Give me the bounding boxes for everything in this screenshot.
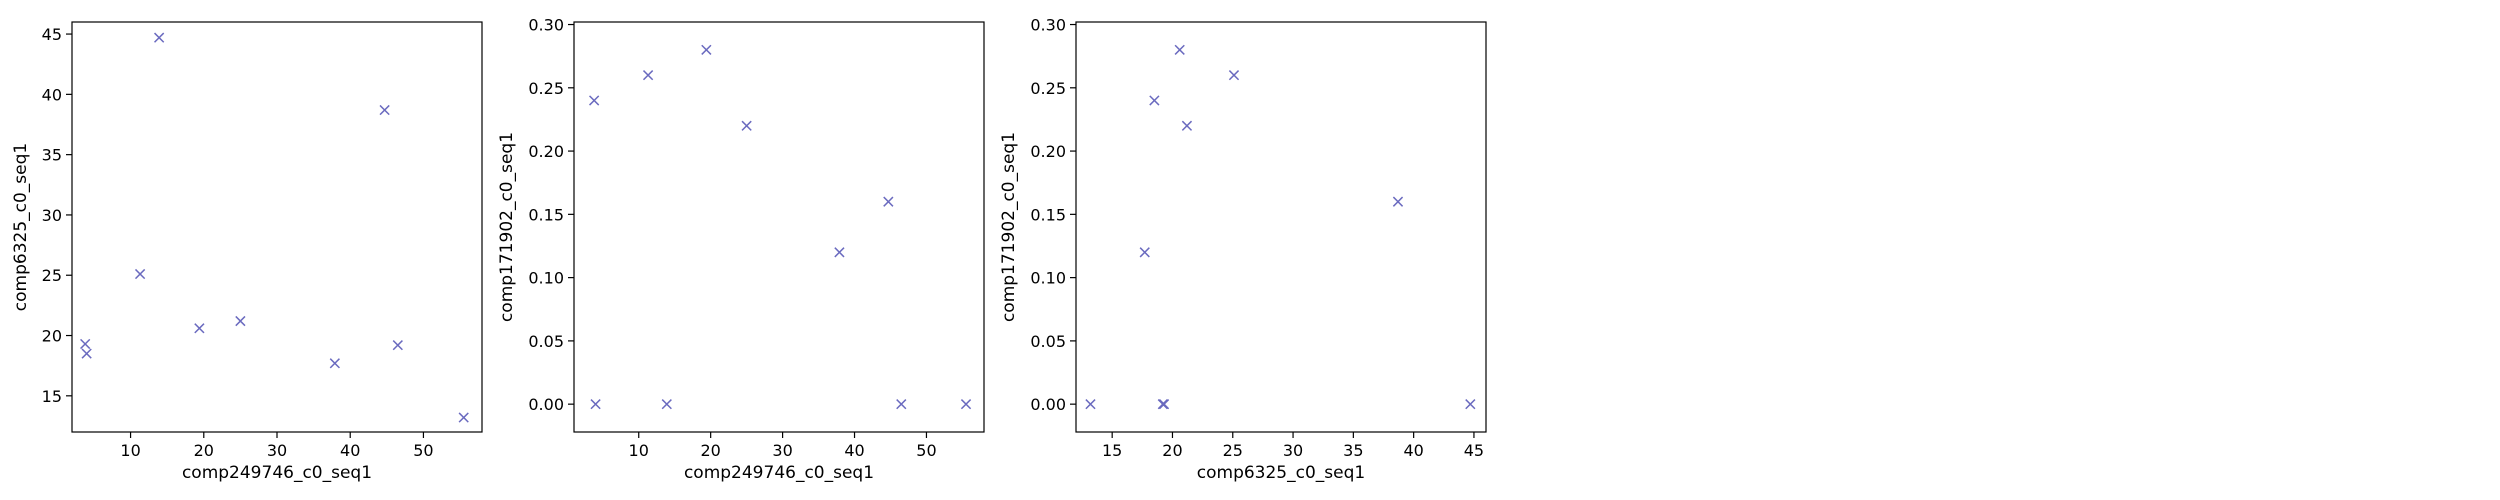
plot-frame	[1075, 21, 1487, 433]
y-tick-label: 0.20	[1030, 142, 1066, 161]
data-point	[589, 95, 600, 106]
data-point	[661, 399, 672, 410]
plot-frame	[573, 21, 985, 433]
x-tick-label: 50	[413, 441, 433, 460]
x-tick-label: 30	[1283, 441, 1303, 460]
x-tick-label: 45	[1464, 441, 1484, 460]
x-tick-label: 15	[1102, 441, 1122, 460]
data-point	[896, 399, 907, 410]
y-tick-label: 15	[42, 387, 62, 406]
data-point	[392, 340, 403, 351]
y-tick-label: 30	[42, 206, 62, 225]
data-point	[81, 348, 92, 359]
data-point	[153, 32, 165, 43]
data-point	[134, 268, 146, 280]
x-tick-label: 50	[916, 441, 936, 460]
y-tick-label: 0.25	[528, 79, 564, 98]
y-axis-label: comp171902_c0_seq1	[999, 132, 1019, 322]
y-tick-label: 0.30	[528, 16, 564, 35]
x-tick-label: 20	[1162, 441, 1182, 460]
data-point	[379, 104, 390, 116]
data-point	[960, 399, 972, 410]
x-tick-label: 10	[120, 441, 140, 460]
data-point	[701, 44, 712, 55]
y-tick-label: 0.30	[1030, 16, 1066, 35]
x-axis-label: comp6325_c0_seq1	[1197, 463, 1365, 483]
y-tick-label: 0.15	[1030, 205, 1066, 224]
data-point	[329, 358, 340, 369]
x-tick-label: 30	[267, 441, 287, 460]
data-point	[458, 412, 469, 423]
data-point	[194, 323, 205, 334]
y-axis-label: comp171902_c0_seq1	[497, 132, 517, 322]
y-tick-label: 0.05	[1030, 332, 1066, 351]
data-point	[741, 120, 752, 131]
y-tick-label: 0.20	[528, 142, 564, 161]
y-tick-label: 0.10	[528, 269, 564, 288]
x-tick-label: 20	[700, 441, 720, 460]
y-tick-label: 20	[42, 327, 62, 346]
scatter-panel-2: 10 20 30 40 50 0.00 0.05 0.10 0.15 0.20 0.25 0.30 co…	[497, 16, 985, 483]
y-tick-label: 35	[42, 146, 62, 165]
data-point	[834, 247, 845, 258]
x-tick-label: 20	[194, 441, 214, 460]
plot-frame	[71, 21, 483, 433]
x-tick-label: 25	[1223, 441, 1243, 460]
y-tick-label: 0.25	[1030, 79, 1066, 98]
y-tick-label: 45	[42, 25, 62, 44]
data-point	[80, 338, 91, 350]
data-point	[235, 315, 246, 327]
y-tick-label: 40	[42, 85, 62, 104]
y-tick-label: 0.05	[528, 332, 564, 351]
data-point	[642, 70, 654, 81]
data-point	[1228, 70, 1240, 81]
data-point	[1085, 399, 1096, 410]
y-axis-label: comp6325_c0_seq1	[11, 143, 31, 311]
scatter-panel-3: 15 20 25 30 35 40 45 0.00 0.05 0.10 0.15 0.20 0.25 0.…	[999, 16, 1487, 483]
data-point	[1149, 95, 1160, 106]
y-tick-label: 0.00	[528, 395, 564, 414]
data-point	[1181, 120, 1193, 131]
y-tick-label: 0.10	[1030, 269, 1066, 288]
scatter-panel-1: 10 20 30 40 50 15 20 25 30 35 40 45 comp249746_c0_se…	[11, 21, 483, 483]
data-point	[1157, 399, 1168, 410]
y-tick-label: 0.15	[528, 205, 564, 224]
x-tick-label: 10	[629, 441, 649, 460]
x-axis-label: comp249746_c0_seq1	[684, 463, 874, 483]
data-point	[1174, 44, 1185, 55]
x-tick-label: 35	[1343, 441, 1363, 460]
x-tick-label: 30	[772, 441, 792, 460]
data-point	[1158, 399, 1170, 410]
x-tick-label: 40	[1403, 441, 1423, 460]
data-point	[1139, 247, 1150, 258]
y-tick-label: 25	[42, 266, 62, 285]
data-point	[1392, 196, 1404, 207]
y-tick-label: 0.00	[1030, 395, 1066, 414]
x-tick-label: 40	[340, 441, 360, 460]
x-axis-label: comp249746_c0_seq1	[182, 463, 372, 483]
data-point	[883, 196, 894, 207]
data-point	[1465, 399, 1476, 410]
x-tick-label: 40	[844, 441, 864, 460]
data-point	[590, 399, 601, 410]
